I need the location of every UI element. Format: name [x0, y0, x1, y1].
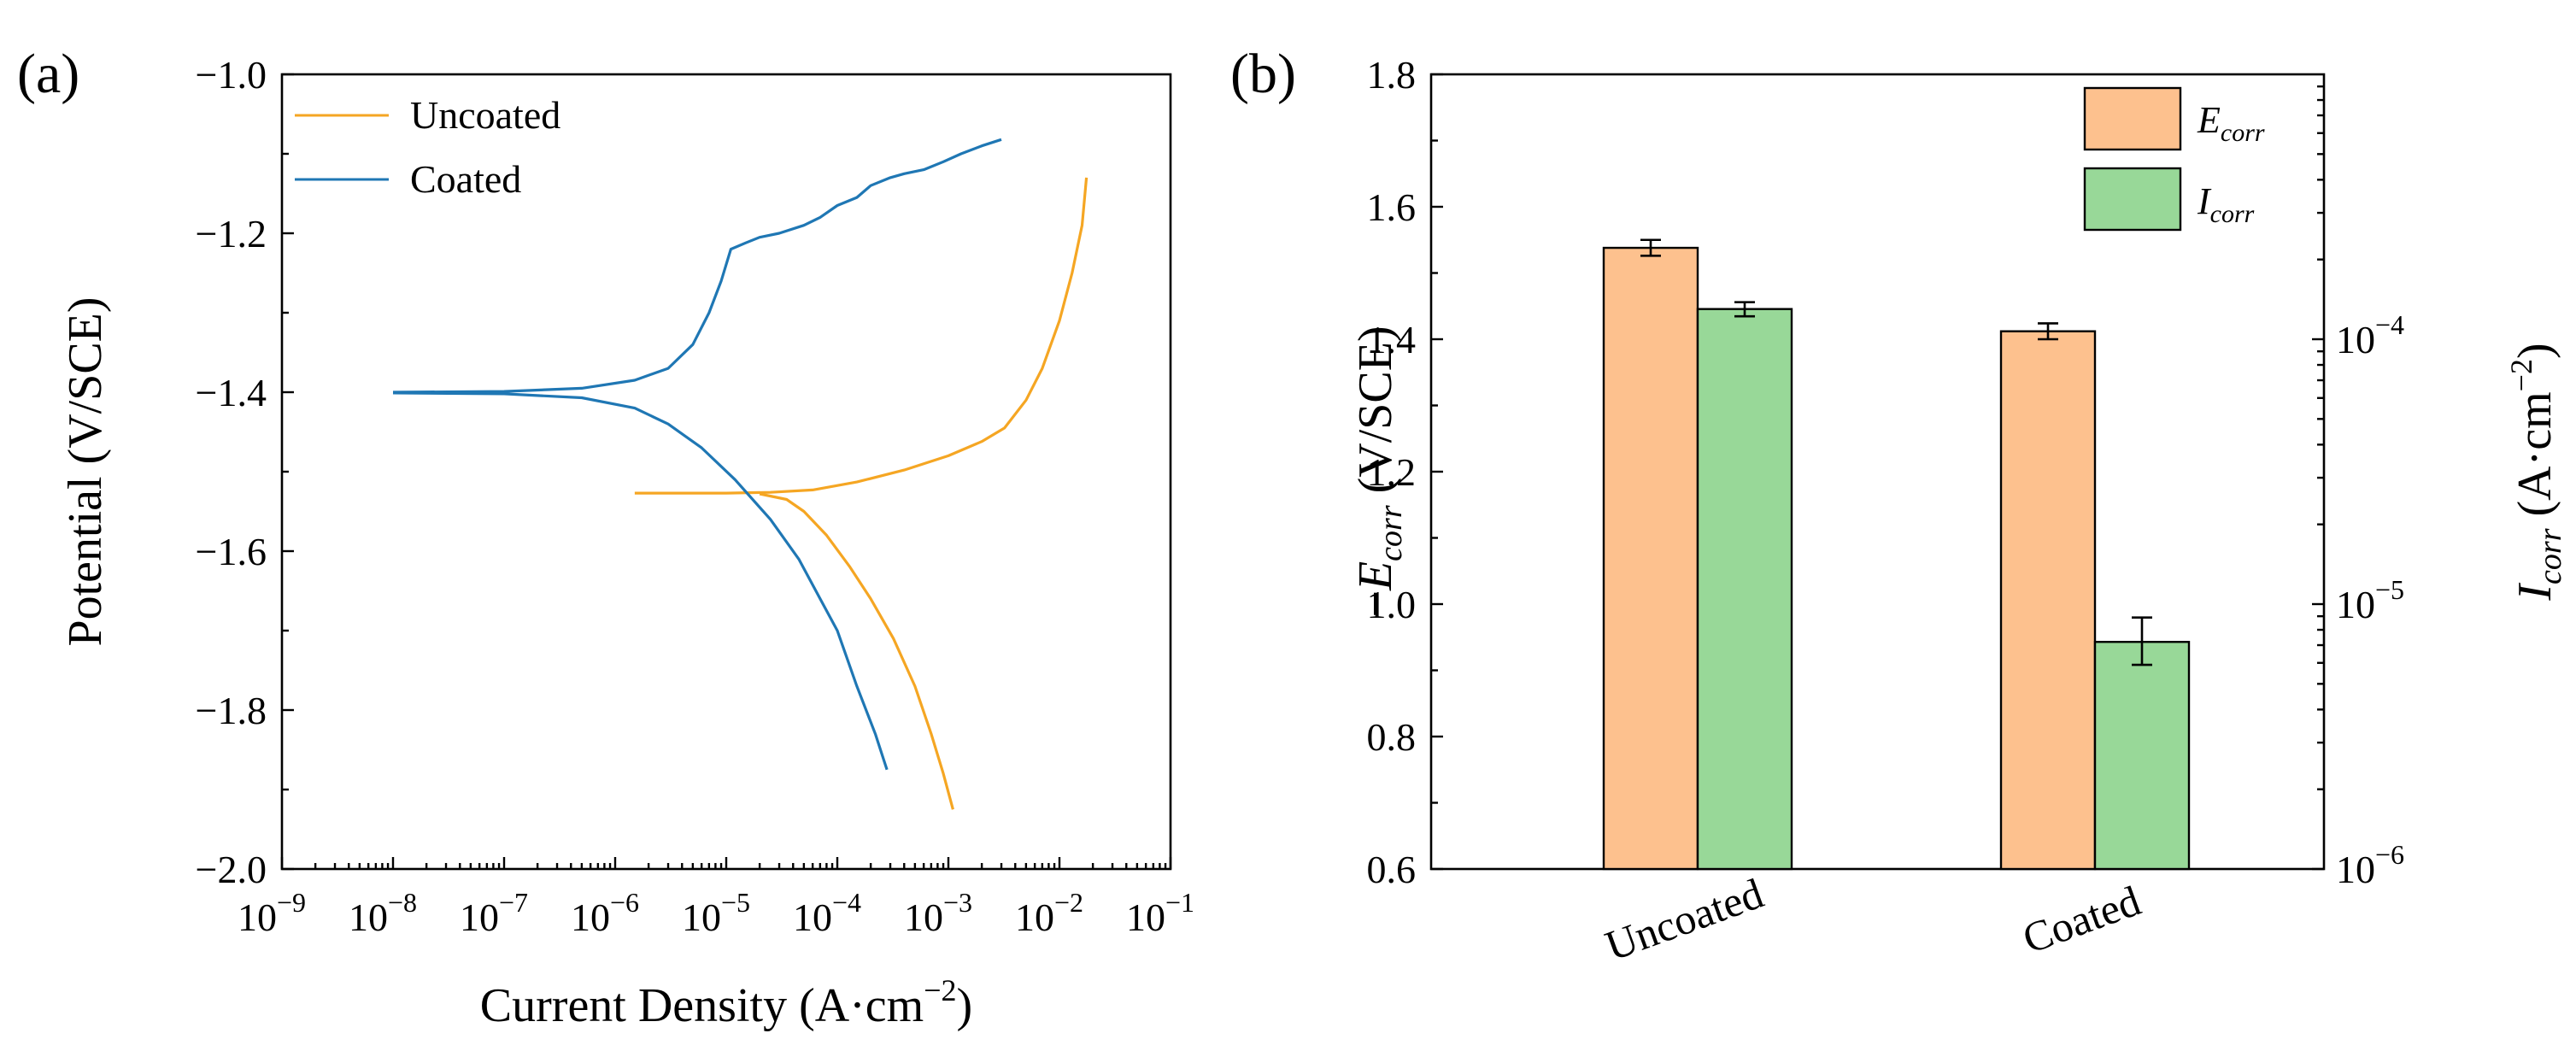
y-tick-label: −1.6 [196, 530, 267, 573]
series-line-uncoated-anodic [634, 177, 1088, 495]
x-tick-label: 10−5 [682, 887, 750, 939]
x-tick-label: 10−2 [1015, 887, 1083, 939]
series-line-coated-anodic [392, 138, 1002, 394]
series-line-uncoated-cathodic [759, 492, 954, 810]
left-tick-label: 1.0 [1367, 583, 1417, 626]
left-tick-label: 1.8 [1367, 53, 1417, 97]
right-tick-label: 10−4 [2336, 309, 2404, 361]
series-line-coated-cathodic [392, 391, 889, 771]
bar-icorr-coated [2093, 641, 2191, 871]
x-tick-label: 10−1 [1126, 887, 1194, 939]
panel-b-right-axis-title: Icorr (A·cm−2) [2504, 343, 2568, 601]
panel-a-x-axis-title: Current Density (A·cm−2) [480, 973, 972, 1032]
panel-a-y-axis-title: Potential (V/SCE) [59, 297, 112, 646]
y-tick-label: −1.4 [196, 371, 267, 414]
errorbar-ecorr-coated [2038, 322, 2058, 341]
y-tick-label: −1.0 [196, 53, 267, 97]
panel-a-series [392, 138, 1088, 810]
panel-b-label: (b) [1230, 43, 1296, 105]
panel-a-y-axis: −1.0 −1.2 −1.4 −1.6 −1.8 −2.0 [196, 53, 294, 891]
y-tick-label: −1.8 [196, 689, 267, 732]
panel-b-legend: Ecorr Icorr [2083, 86, 2265, 232]
panel-a: (a) 10−9 10−8 10−7 10−6 10−5 10−4 10−3 10−2 10−1… [17, 43, 1194, 1032]
legend-swatch-icorr [2083, 167, 2182, 232]
x-tick-label: 10−3 [904, 887, 972, 939]
left-tick-label: 1.4 [1367, 318, 1417, 361]
legend-label-coated: Coated [410, 157, 521, 201]
category-label-uncoated: Uncoated [1599, 869, 1769, 970]
panel-a-label: (a) [17, 43, 79, 105]
errorbar-icorr-coated [2132, 616, 2152, 666]
x-tick-label: 10−4 [793, 887, 861, 939]
legend-label-uncoated: Uncoated [410, 93, 560, 137]
panel-b-left-axis-title: −Ecorr (V/SCE) [1349, 326, 1409, 617]
panel-b-category-axis: Uncoated Coated [1599, 869, 2147, 970]
legend-label-ecorr: Ecorr [2197, 99, 2265, 147]
legend-label-icorr: Icorr [2197, 180, 2255, 228]
x-tick-label: 10−6 [571, 887, 639, 939]
x-tick-label: 10−9 [238, 887, 306, 939]
panel-a-legend: Uncoated Coated [295, 93, 560, 201]
x-tick-label: 10−8 [349, 887, 417, 939]
bar-icorr-uncoated [1696, 308, 1793, 871]
panel-a-x-axis: 10−9 10−8 10−7 10−6 10−5 10−4 10−3 10−2 10−1 [238, 857, 1194, 939]
right-tick-label: 10−6 [2336, 839, 2404, 891]
errorbar-ecorr-uncoated [1640, 238, 1661, 257]
x-tick-label: 10−7 [460, 887, 528, 939]
panel-b: (b) 0.6 0.8 1.0 1.2 1.4 1.6 1.8 10−6 10−5 10−4 U… [1230, 43, 2568, 970]
errorbar-icorr-uncoated [1734, 301, 1755, 318]
bar-ecorr-coated [1999, 330, 2097, 871]
left-tick-label: 0.6 [1367, 848, 1417, 891]
bar-ecorr-uncoated [1602, 246, 1699, 871]
left-tick-label: 1.2 [1367, 450, 1417, 494]
panel-b-bars [1602, 238, 2191, 871]
category-label-coated: Coated [2016, 876, 2146, 962]
left-tick-label: 1.6 [1367, 185, 1417, 229]
panel-b-right-axis: 10−6 10−5 10−4 [2312, 85, 2404, 891]
y-tick-label: −1.2 [196, 212, 267, 255]
panel-b-plot-frame [1429, 73, 2326, 871]
right-tick-label: 10−5 [2336, 574, 2404, 626]
legend-swatch-ecorr [2083, 86, 2182, 151]
left-tick-label: 0.8 [1367, 715, 1417, 759]
y-tick-label: −2.0 [196, 848, 267, 891]
panel-b-left-axis: 0.6 0.8 1.0 1.2 1.4 1.6 1.8 [1367, 53, 1443, 891]
